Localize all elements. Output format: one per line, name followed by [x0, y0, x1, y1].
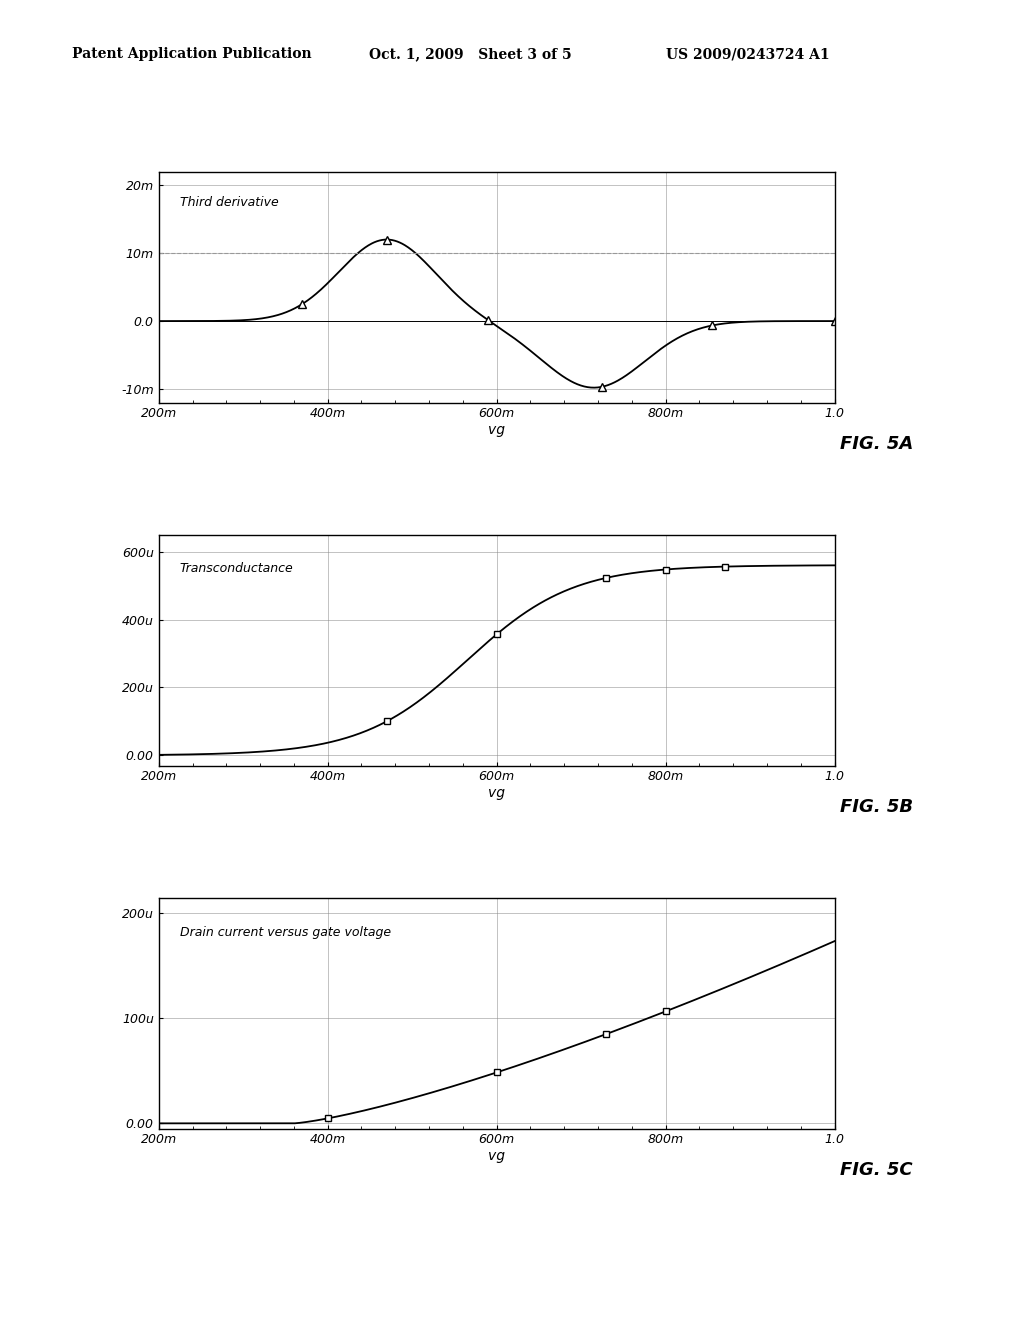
Text: Transconductance: Transconductance [180, 562, 294, 576]
Text: FIG. 5C: FIG. 5C [840, 1160, 912, 1179]
X-axis label: vg: vg [488, 1150, 505, 1163]
Text: Oct. 1, 2009   Sheet 3 of 5: Oct. 1, 2009 Sheet 3 of 5 [369, 48, 571, 61]
Text: FIG. 5B: FIG. 5B [840, 797, 912, 816]
X-axis label: vg: vg [488, 424, 505, 437]
Text: Drain current versus gate voltage: Drain current versus gate voltage [180, 927, 391, 940]
Text: Third derivative: Third derivative [180, 195, 279, 209]
Text: US 2009/0243724 A1: US 2009/0243724 A1 [666, 48, 829, 61]
Text: FIG. 5A: FIG. 5A [840, 434, 913, 453]
Text: Patent Application Publication: Patent Application Publication [72, 48, 311, 61]
X-axis label: vg: vg [488, 787, 505, 800]
